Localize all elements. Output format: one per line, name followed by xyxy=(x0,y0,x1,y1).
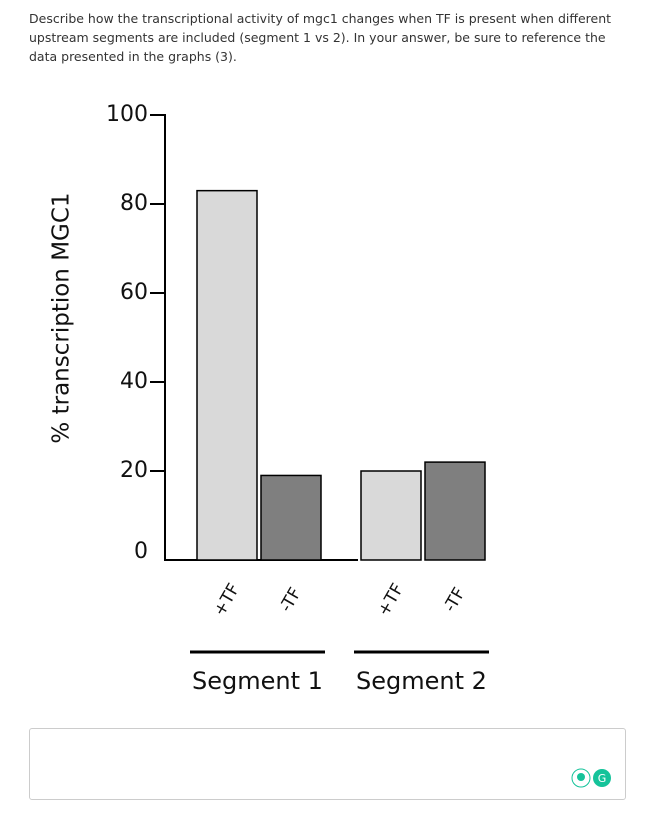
bar xyxy=(260,474,322,561)
y-tick-label: 0 xyxy=(134,539,148,564)
y-tick-label: 80 xyxy=(120,191,148,216)
bar-label: -TF xyxy=(440,584,470,615)
bar xyxy=(424,461,486,561)
answer-textbox[interactable]: G xyxy=(29,728,626,800)
svg-text:G: G xyxy=(598,772,607,785)
chart: % transcription MGC1 0 20 40 60 80 100 +TF -TF S… xyxy=(49,102,489,695)
y-tick-label: 20 xyxy=(120,458,148,483)
group-label: Segment 2 xyxy=(356,667,487,695)
bar xyxy=(196,189,258,561)
question-text: Describe how the transcriptional activit… xyxy=(29,11,612,64)
y-tick-label: 60 xyxy=(120,280,148,305)
y-axis-label: % transcription MGC1 xyxy=(49,192,75,443)
y-tick-label: 100 xyxy=(106,102,148,127)
bar-label: +TF xyxy=(210,580,245,620)
bar-label: +TF xyxy=(374,580,409,620)
group-label: Segment 1 xyxy=(192,667,323,695)
y-tick-label: 40 xyxy=(120,369,148,394)
bar-label: -TF xyxy=(276,584,306,615)
bar xyxy=(360,470,422,561)
extension-icons: G xyxy=(571,768,611,788)
